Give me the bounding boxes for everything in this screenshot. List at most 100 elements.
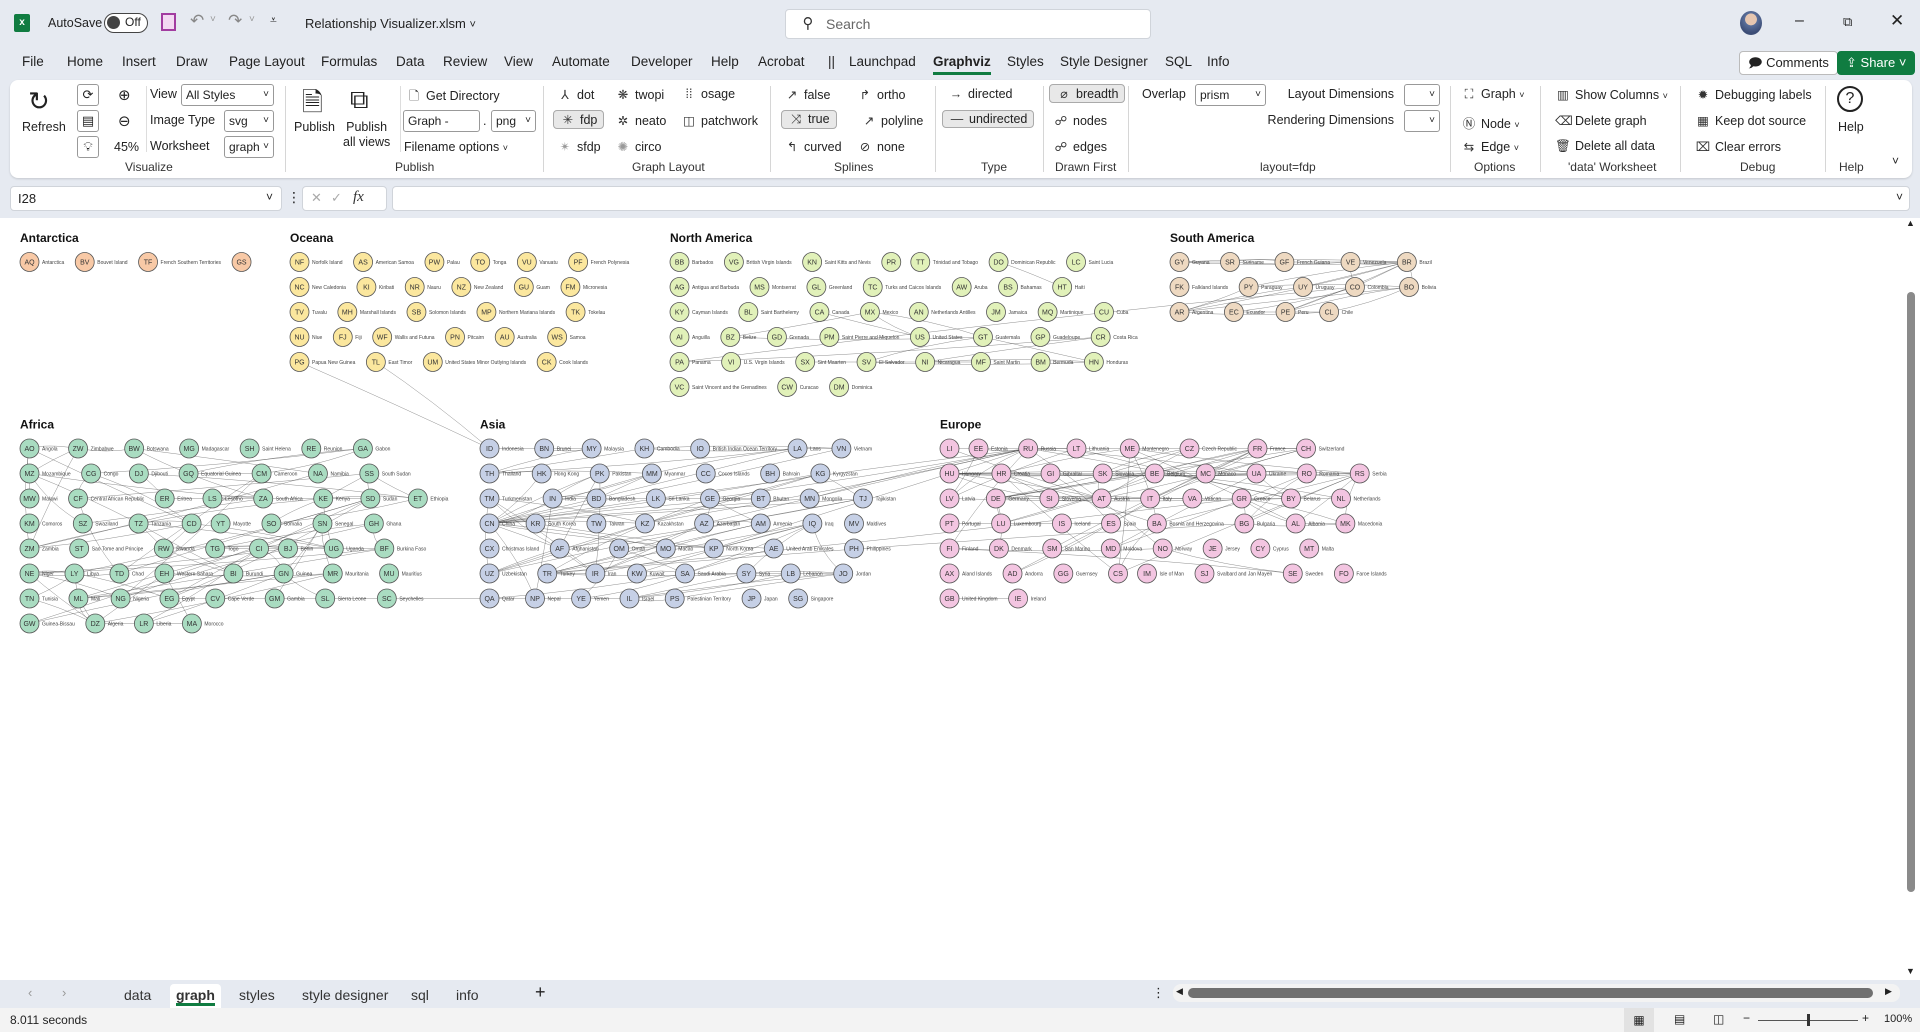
node[interactable]: Singapore SG (788, 588, 834, 609)
formula-bar-more-icon[interactable]: ⋮ (287, 189, 301, 205)
tab-acrobat[interactable]: Acrobat (758, 54, 805, 69)
node[interactable]: Hungary HU (939, 463, 981, 484)
node[interactable]: San Marino SM (1042, 538, 1091, 559)
node[interactable]: Vatican VA (1182, 488, 1222, 509)
node[interactable]: Nauru NR (404, 277, 441, 297)
node[interactable]: Lithuania LT (1066, 438, 1110, 459)
node[interactable]: Brunei BN (534, 438, 571, 459)
node[interactable]: Vanuatu VU (516, 252, 558, 272)
zoom-out-button[interactable]: − (1743, 1011, 1751, 1025)
restore-icon[interactable]: ⧉ (1843, 14, 1853, 29)
node[interactable]: Malaysia MY (581, 438, 624, 459)
node[interactable]: Micronesia FM (560, 277, 607, 297)
node[interactable]: Jamaica JM (986, 302, 1028, 322)
node[interactable]: Tuvalu TV (289, 302, 327, 322)
node[interactable]: Montserrat MS (749, 277, 797, 297)
insert-function-button[interactable]: fx (353, 189, 364, 205)
redo-dropdown-icon[interactable]: ˅ (249, 14, 255, 25)
node[interactable]: Russia RU (1018, 438, 1057, 459)
help-icon[interactable]: ? (1837, 86, 1863, 112)
node[interactable]: Austria AT (1091, 488, 1130, 509)
tab-styles[interactable]: Styles (1007, 54, 1044, 69)
tab-graphviz[interactable]: Graphviz (933, 54, 991, 75)
share-button[interactable]: ⇪ Share ˅ (1837, 51, 1916, 75)
node[interactable]: Congo CG (81, 463, 119, 484)
node[interactable]: Togo TG (205, 538, 239, 559)
node[interactable]: North Korea KP (703, 538, 753, 559)
node[interactable]: Ghana GH (363, 513, 402, 534)
node[interactable]: Niue NU (289, 327, 323, 347)
node[interactable]: Albania AL (1285, 513, 1325, 534)
undo-icon[interactable]: ↶ (190, 11, 205, 30)
node[interactable]: Sri Lanka LK (645, 488, 690, 509)
page-layout-view-icon[interactable]: ▤ (1674, 1012, 1686, 1026)
node[interactable]: Venezuela VE (1340, 252, 1387, 272)
file-title[interactable]: Relationship Visualizer.xlsm ˅ (305, 16, 476, 31)
node[interactable]: Bolivia BO (1399, 277, 1437, 297)
node[interactable]: South Sudan SS (359, 463, 411, 484)
node[interactable]: Madagascar MG (179, 438, 230, 459)
node[interactable]: Benin BJ (278, 538, 314, 559)
node[interactable]: Bahrain BH (760, 463, 800, 484)
node[interactable]: Turkmenistan TM (479, 488, 532, 509)
node[interactable]: Norway NO (1152, 538, 1193, 559)
tab-home[interactable]: Home (67, 54, 104, 69)
splines-false-button[interactable]: ↗ false (784, 87, 831, 102)
node[interactable]: Greenland GL (806, 277, 853, 297)
node[interactable]: CD (181, 513, 202, 534)
node[interactable]: Papua New Guinea PG (289, 352, 356, 372)
worksheet-select[interactable]: graph (224, 136, 274, 158)
node[interactable]: Nicaragua NI (915, 352, 961, 372)
lightbulb-icon[interactable]: 💡︎ (77, 136, 99, 158)
node[interactable]: South Africa ZA (253, 488, 303, 509)
node[interactable]: Denmark DK (989, 538, 1032, 559)
node[interactable]: Peru PE (1275, 302, 1309, 322)
node[interactable]: Martinique MQ (1037, 302, 1084, 322)
node[interactable]: Gibraltar GI (1040, 463, 1083, 484)
tab-automate[interactable]: Automate (552, 54, 610, 69)
node[interactable]: Moldova MD (1100, 538, 1142, 559)
node[interactable]: Chile CL (1319, 302, 1354, 322)
node[interactable]: Guatemala GT (973, 327, 1020, 347)
node[interactable]: Palau PW (424, 252, 460, 272)
node[interactable]: Netherlands NL (1331, 488, 1381, 509)
name-box[interactable]: I28 ˅ (10, 186, 282, 211)
node[interactable]: Macao MO (655, 538, 694, 559)
tab-formulas[interactable]: Formulas (321, 54, 378, 69)
node[interactable]: Burundi BI (223, 563, 263, 584)
help-button[interactable]: Help (1838, 120, 1864, 134)
node[interactable]: Taiwan TW (586, 513, 625, 534)
layout-circo-button[interactable]: ✺ circo (615, 139, 662, 154)
node[interactable]: Thailand TH (479, 463, 521, 484)
node[interactable]: Spain ES (1101, 513, 1137, 534)
save-icon[interactable] (161, 13, 176, 31)
node[interactable]: Burkina Faso BF (374, 538, 427, 559)
publish-all-button[interactable]: Publish all views (343, 120, 390, 150)
node[interactable]: U.S. Virgin Islands VI (721, 352, 786, 372)
rendering-dimensions-select[interactable] (1404, 110, 1440, 132)
delete-all-data-button[interactable]: 🗑︎ Delete all data (1555, 139, 1655, 154)
tab-help[interactable]: Help (711, 54, 739, 69)
node[interactable]: Mali ML (68, 588, 100, 609)
formula-input[interactable]: ˅ (392, 186, 1910, 211)
layout-dimensions-select[interactable] (1404, 84, 1440, 106)
tab-insert[interactable]: Insert (122, 54, 156, 69)
node[interactable]: Monaco MC (1195, 463, 1236, 484)
node[interactable]: United Arab Emirates AE (763, 538, 834, 559)
node[interactable]: Laos LA (787, 438, 821, 459)
node[interactable]: Malta MT (1299, 538, 1334, 559)
node[interactable]: Cuba CU (1094, 302, 1129, 322)
view-select[interactable]: All Styles (181, 84, 274, 106)
horizontal-scrollbar[interactable]: ◀ ▶ (1173, 984, 1900, 1002)
node[interactable]: Portugal PT (939, 513, 981, 534)
comments-button[interactable]: 🗩 Comments (1739, 51, 1838, 75)
node[interactable]: Malawi MW (19, 488, 58, 509)
node[interactable]: British Indian Ocean Territory IO (690, 438, 778, 459)
layout-sfdp-button[interactable]: ✴ sfdp (557, 139, 601, 154)
node[interactable]: Cyprus CY (1250, 538, 1289, 559)
node[interactable]: Rwanda RW (153, 538, 195, 559)
zoom-in-button[interactable]: + (1862, 1011, 1870, 1025)
node[interactable]: Argentina AR (1169, 302, 1214, 322)
node[interactable]: Guinea GN (273, 563, 312, 584)
tab-style-designer[interactable]: Style Designer (1060, 54, 1148, 69)
